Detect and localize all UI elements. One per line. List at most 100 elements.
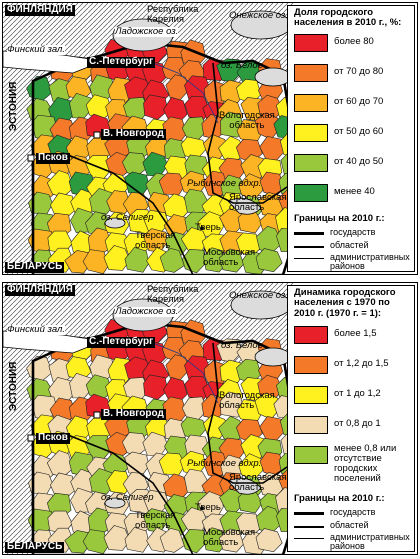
legend-label: менее 40 [334, 186, 375, 197]
legend-swatch [294, 184, 328, 202]
legend-label: от 1 до 1,2 [334, 388, 381, 399]
legend-title: Доля городского населения в 2010 г., %: [294, 7, 402, 29]
label-pskov: Псков [36, 152, 70, 164]
legend-swatch [294, 154, 328, 172]
border-label: административных районов [330, 532, 410, 552]
district-region [163, 97, 188, 122]
district-region [106, 190, 131, 214]
seliger-lake [104, 217, 126, 229]
legend-label: от 50 до 60 [334, 126, 384, 137]
line-sample [294, 258, 324, 259]
legend-swatch [294, 416, 328, 434]
gulf-of-finland [3, 330, 105, 354]
pskov-marker [27, 154, 35, 162]
oblast-border [207, 342, 294, 484]
border-oblast-line: областей [294, 520, 412, 533]
label-beloe: оз. Белое [221, 60, 263, 71]
border-label: государств [330, 507, 376, 517]
legend-swatch [294, 94, 328, 112]
oblast-border [62, 152, 194, 274]
district-region [124, 246, 150, 273]
legend-swatch [294, 64, 328, 82]
border-district-line: административных районов [294, 252, 412, 273]
legend-title: Динамика городского населения с 1970 по … [294, 287, 396, 319]
district-region [255, 528, 283, 553]
legend-label: более 1,5 [334, 328, 377, 339]
legend-label: от 70 до 80 [334, 66, 384, 77]
bottom-map-regions [26, 317, 306, 554]
legend-label: от 0,8 до 1 [334, 418, 381, 429]
label-ladoga: Ладожское оз. [115, 306, 179, 317]
legend-swatch [294, 386, 328, 404]
label-estonia: ЭСТОНИЯ [8, 81, 19, 131]
legend-label: от 40 до 50 [334, 156, 384, 167]
district-region [218, 528, 245, 553]
legend-label: от 60 до 70 [334, 96, 384, 107]
label-finland: ФИНЛЯНДИЯ [5, 284, 75, 296]
district-region [202, 527, 227, 553]
legend-item-gt15: более 1,5 [294, 326, 412, 344]
legend-item-1-12: от 1 до 1,2 [294, 386, 412, 404]
line-sample [294, 232, 324, 235]
district-region [106, 470, 131, 494]
border-state-line: государств [294, 227, 412, 240]
pskov-marker [27, 434, 35, 442]
urban-share-legend: Доля городского населения в 2010 г., %: … [287, 5, 415, 272]
label-tver-oblast: Тверская область [135, 230, 176, 251]
district-region [163, 377, 188, 402]
border-label: государств [330, 227, 376, 237]
gulf-of-finland [3, 50, 105, 74]
label-belarus: БЕЛАРУСЬ [5, 261, 65, 273]
district-region [159, 527, 185, 553]
neighbour-hatch-west [3, 363, 33, 554]
border-label: областей [330, 520, 369, 530]
river [152, 342, 219, 404]
legend-item-70-80: от 70 до 80 [294, 64, 412, 82]
oblast-border [207, 62, 294, 204]
border-oblast-line: областей [294, 240, 412, 253]
line-sample [294, 246, 324, 248]
district-region [103, 245, 131, 271]
line-sample [294, 526, 324, 528]
borders-title: Границы на 2010 г.: [294, 493, 385, 504]
district-region [124, 526, 150, 553]
legend-item-lt40: менее 40 [294, 184, 412, 202]
legend-label: от 1,2 до 1,5 [334, 358, 389, 369]
line-sample [294, 538, 324, 539]
urban-dynamics-legend: Динамика городского населения с 1970 по … [287, 285, 415, 552]
label-tver-oblast: Тверская область [135, 510, 176, 531]
border-state-line: государств [294, 507, 412, 520]
label-onega: Онежское оз. [229, 290, 289, 301]
label-beloe: оз. Белое [221, 340, 263, 351]
label-spb: С.-Петербург [87, 336, 156, 348]
label-moscow-oblast: Московская область [203, 247, 256, 268]
district-region [202, 247, 227, 273]
label-finland: ФИНЛЯНДИЯ [5, 4, 75, 16]
legend-item-60-70: от 60 до 70 [294, 94, 412, 112]
legend-item-12-15: от 1,2 до 1,5 [294, 356, 412, 374]
oblast-border [62, 432, 194, 554]
legend-label: менее 0,8 или отсутствие городских посел… [334, 443, 397, 484]
novgorod-marker [93, 411, 101, 419]
tver-marker [200, 226, 204, 230]
border-label: административных районов [330, 252, 410, 272]
tver-marker [200, 506, 204, 510]
legend-item-gt80: более 80 [294, 34, 412, 52]
legend-item-50-60: от 50 до 60 [294, 124, 412, 142]
label-rybinsk: Рыбинское вдхр. [187, 458, 262, 469]
legend-label: более 80 [334, 36, 374, 47]
label-spb: С.-Петербург [87, 56, 156, 68]
legend-item-40-50: от 40 до 50 [294, 154, 412, 172]
label-ladoga: Ладожское оз. [115, 26, 179, 37]
urban-dynamics-map-panel: ФИНЛЯНДИЯ Республика Карелия Онежское оз… [2, 282, 418, 555]
label-belarus: БЕЛАРУСЬ [5, 541, 65, 553]
legend-item-lt08: менее 0,8 или отсутствие городских посел… [294, 443, 412, 486]
label-vologda: Вологодская область [219, 110, 275, 131]
district-region [89, 187, 114, 215]
legend-swatch [294, 124, 328, 142]
legend-swatch [294, 356, 328, 374]
novgorod-marker [93, 131, 101, 139]
legend-item-08-1: от 0,8 до 1 [294, 416, 412, 434]
district-region [218, 248, 245, 273]
district-region [89, 467, 114, 495]
